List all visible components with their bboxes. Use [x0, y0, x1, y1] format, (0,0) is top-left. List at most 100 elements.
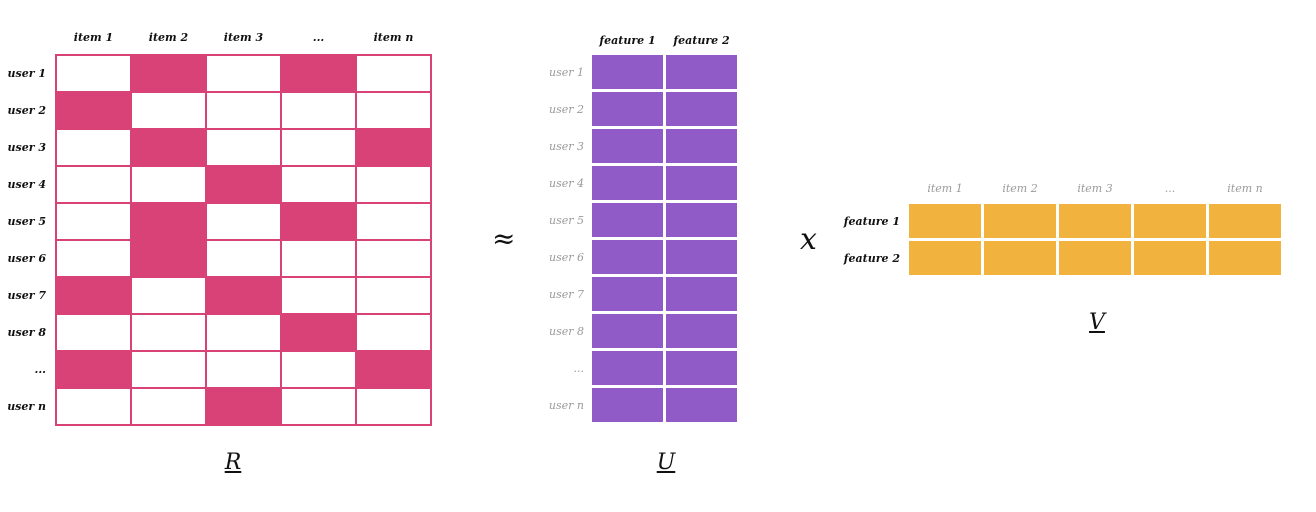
- U-row-label: user 8: [549, 325, 584, 338]
- rating-cell-empty: [132, 389, 205, 424]
- U-cell: [666, 166, 737, 200]
- V-cell: [909, 241, 981, 275]
- U-cell: [592, 55, 663, 89]
- rating-cell-empty: [207, 315, 280, 350]
- R-column-label: item 1: [73, 31, 114, 44]
- rating-cell-empty: [207, 56, 280, 91]
- R-row-label: user 1: [7, 67, 46, 80]
- U-row-label: user 2: [549, 103, 584, 116]
- rating-cell-empty: [282, 241, 355, 276]
- U-cell: [592, 351, 663, 385]
- matrix-name-R: R: [224, 450, 242, 475]
- V-cell: [1134, 204, 1206, 238]
- U-row-label: user 3: [549, 140, 584, 153]
- V-cell: [1209, 204, 1281, 238]
- V-column-label: item 3: [1077, 182, 1113, 195]
- rating-cell-empty: [132, 278, 205, 313]
- rating-cell-empty: [132, 352, 205, 387]
- U-row-label: user 4: [549, 177, 584, 190]
- times-symbol: x: [800, 222, 817, 257]
- U-cell: [666, 55, 737, 89]
- rating-cell-empty: [132, 93, 205, 128]
- rating-cell-empty: [207, 241, 280, 276]
- rating-cell-filled: [282, 56, 355, 91]
- V-cell: [1059, 204, 1131, 238]
- U-cell: [666, 240, 737, 274]
- U-cell: [592, 203, 663, 237]
- U-cell: [666, 129, 737, 163]
- R-row-label: user n: [7, 400, 46, 413]
- R-row-label: user 3: [7, 141, 46, 154]
- R-row-label: ...: [34, 363, 47, 376]
- rating-cell-empty: [357, 204, 430, 239]
- rating-cell-empty: [357, 278, 430, 313]
- rating-cell-empty: [207, 352, 280, 387]
- U-row-label: user 5: [549, 214, 584, 227]
- U-row-label: user 7: [549, 288, 584, 301]
- U-cell: [666, 351, 737, 385]
- rating-cell-filled: [57, 93, 130, 128]
- R-row-label: user 5: [7, 215, 46, 228]
- rating-cell-filled: [57, 278, 130, 313]
- V-column-label: ...: [1164, 182, 1176, 195]
- V-cell: [1134, 241, 1206, 275]
- rating-cell-filled: [207, 278, 280, 313]
- R-row-label: user 7: [7, 289, 46, 302]
- rating-cell-filled: [282, 204, 355, 239]
- rating-cell-empty: [282, 389, 355, 424]
- R-row-label: user 8: [7, 326, 46, 339]
- U-column-label: feature 1: [599, 34, 656, 47]
- rating-cell-empty: [57, 241, 130, 276]
- rating-cell-filled: [132, 204, 205, 239]
- V-cell: [1209, 241, 1281, 275]
- matrix-name-U: U: [656, 450, 676, 475]
- rating-cell-empty: [357, 93, 430, 128]
- rating-cell-empty: [207, 93, 280, 128]
- U-cell: [592, 314, 663, 348]
- U-cell: [592, 92, 663, 126]
- rating-cell-empty: [57, 315, 130, 350]
- V-row-label: feature 2: [843, 252, 900, 265]
- rating-cell-empty: [357, 389, 430, 424]
- U-cell: [592, 129, 663, 163]
- rating-cell-empty: [132, 315, 205, 350]
- rating-cell-empty: [357, 241, 430, 276]
- rating-cell-filled: [132, 56, 205, 91]
- rating-cell-empty: [207, 204, 280, 239]
- V-column-label: item 2: [1002, 182, 1038, 195]
- rating-cell-filled: [357, 130, 430, 165]
- U-row-label: user 1: [549, 66, 584, 79]
- rating-cell-empty: [132, 167, 205, 202]
- U-cell: [666, 388, 737, 422]
- U-row-label: user n: [548, 399, 584, 412]
- rating-cell-empty: [282, 130, 355, 165]
- rating-cell-filled: [57, 352, 130, 387]
- U-cell: [592, 166, 663, 200]
- R-column-label: item 2: [148, 31, 189, 44]
- U-cell: [666, 92, 737, 126]
- R-row-label: user 4: [7, 178, 46, 191]
- rating-cell-filled: [132, 241, 205, 276]
- rating-cell-empty: [282, 278, 355, 313]
- V-row-label: feature 1: [843, 215, 900, 228]
- U-cell: [592, 277, 663, 311]
- U-row-label: user 6: [549, 251, 584, 264]
- U-cell: [666, 203, 737, 237]
- rating-cell-empty: [357, 56, 430, 91]
- V-cell: [984, 241, 1056, 275]
- rating-cell-filled: [132, 130, 205, 165]
- V-cell: [909, 204, 981, 238]
- rating-cell-filled: [207, 167, 280, 202]
- U-cell: [666, 277, 737, 311]
- V-column-label: item n: [1227, 182, 1263, 195]
- R-row-label: user 6: [7, 252, 46, 265]
- rating-cell-empty: [357, 315, 430, 350]
- R-row-label: user 2: [7, 104, 46, 117]
- rating-cell-empty: [57, 56, 130, 91]
- rating-cell-empty: [282, 352, 355, 387]
- rating-cell-empty: [57, 130, 130, 165]
- V-cell: [1059, 241, 1131, 275]
- V-cell: [984, 204, 1056, 238]
- R-column-label: item n: [373, 31, 414, 44]
- U-cell: [666, 314, 737, 348]
